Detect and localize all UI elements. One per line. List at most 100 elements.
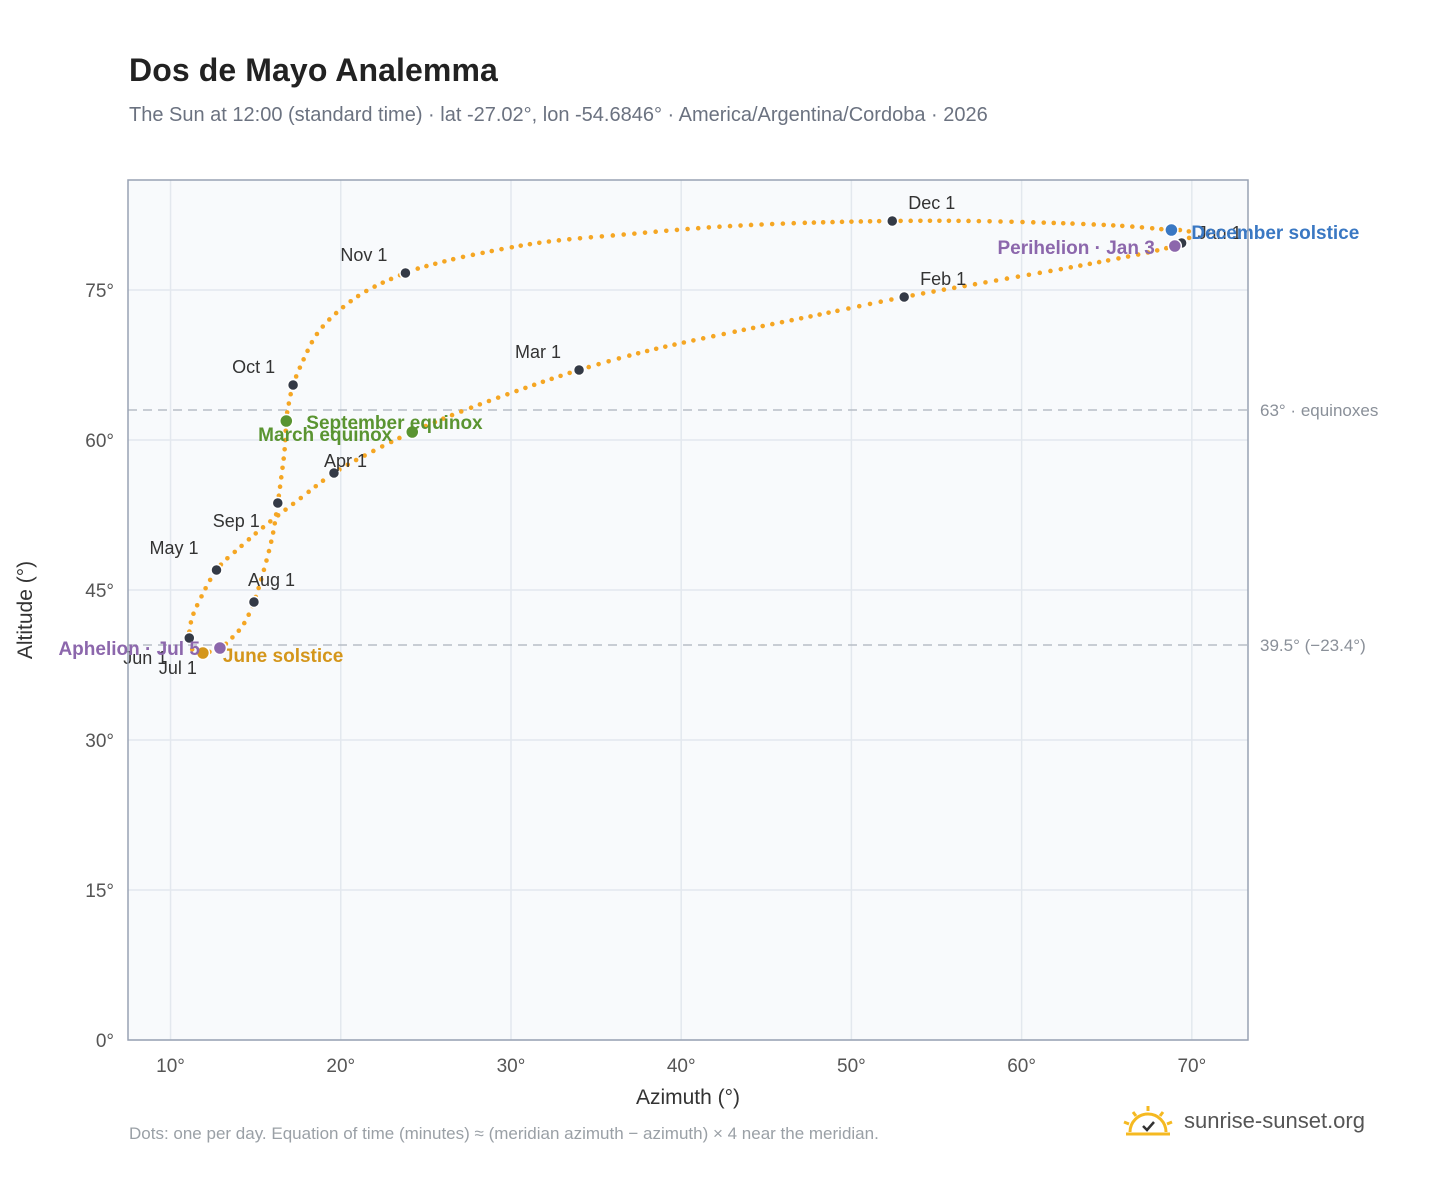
reference-line-label: 39.5° (−23.4°)	[1260, 636, 1366, 655]
day-dot	[811, 220, 817, 225]
day-dot	[353, 457, 359, 463]
day-dot	[632, 231, 637, 236]
day-dot	[207, 577, 213, 583]
day-dot	[1101, 222, 1107, 228]
day-dot	[1030, 220, 1036, 225]
day-dot	[1026, 272, 1032, 278]
day-dot	[298, 495, 304, 501]
day-dot	[717, 224, 722, 230]
day-dot	[610, 233, 616, 238]
y-tick-label: 0°	[96, 1031, 114, 1052]
day-dot	[241, 620, 247, 626]
event-label: March equinox	[258, 425, 393, 446]
day-dot	[839, 219, 845, 225]
day-dot	[770, 321, 775, 327]
day-dot	[1070, 221, 1075, 226]
day-dot	[830, 219, 835, 225]
day-dot	[1154, 248, 1160, 253]
day-dot	[750, 325, 756, 331]
x-tick-label: 40°	[667, 1056, 696, 1077]
event-marker	[212, 640, 228, 656]
day-dot	[523, 385, 528, 391]
day-dot	[264, 558, 269, 563]
day-dot	[741, 327, 747, 333]
day-dot	[191, 611, 196, 617]
day-dot	[946, 218, 952, 224]
day-dot	[470, 252, 476, 258]
day-dot	[596, 361, 601, 367]
day-dot	[956, 218, 961, 224]
brand[interactable]: sunrise-sunset.org	[1122, 1104, 1365, 1138]
reference-lines: 63° · equinoxes 39.5° (−23.4°)	[128, 401, 1378, 655]
day-dot	[282, 437, 288, 443]
day-dot	[424, 263, 429, 269]
day-dot	[489, 248, 495, 254]
day-dot	[653, 229, 658, 235]
day-dot	[1068, 265, 1074, 270]
day-dot	[540, 379, 546, 385]
day-dot	[908, 218, 913, 224]
day-dot	[246, 537, 252, 542]
month-label: Jan 1	[1198, 223, 1242, 243]
day-dot	[301, 357, 306, 362]
day-dot	[769, 221, 775, 227]
day-dot	[348, 298, 353, 304]
day-dot	[388, 276, 394, 282]
x-axis-label: Azimuth (°)	[636, 1086, 740, 1109]
month-label: Sep 1	[213, 511, 260, 531]
day-dot	[588, 235, 594, 240]
event-marker	[405, 424, 420, 440]
day-dot	[284, 410, 290, 415]
day-dot	[1135, 252, 1141, 257]
y-axis-label: Altitude (°)	[14, 561, 37, 659]
day-dot	[1009, 219, 1014, 225]
day-dot	[748, 222, 754, 228]
day-dot	[282, 446, 287, 452]
day-dot	[260, 525, 266, 530]
month-marker	[271, 496, 285, 510]
day-dot	[820, 220, 826, 225]
day-dot	[1105, 258, 1111, 263]
day-dot	[808, 314, 813, 319]
day-dot	[927, 218, 933, 224]
day-dot	[371, 448, 376, 454]
day-dot	[856, 303, 862, 309]
day-dot	[1119, 223, 1125, 229]
day-dot	[1177, 227, 1183, 233]
day-dot	[256, 585, 261, 591]
day-dot	[802, 220, 808, 226]
day-dot	[225, 555, 230, 561]
day-dot	[194, 602, 200, 608]
day-dot	[759, 222, 764, 227]
day-dot	[653, 346, 659, 352]
day-dot	[286, 401, 292, 406]
day-dot	[261, 567, 267, 573]
day-dot	[691, 338, 696, 343]
day-dot	[477, 402, 483, 407]
day-dot	[505, 392, 510, 397]
day-dot	[531, 382, 537, 388]
day-dot	[878, 299, 884, 305]
day-dot	[1091, 222, 1097, 227]
day-dot	[449, 412, 455, 418]
day-dot	[789, 317, 794, 323]
day-dot	[798, 315, 804, 321]
month-marker	[399, 266, 412, 280]
day-dot	[710, 333, 716, 339]
day-dot	[616, 356, 622, 361]
day-dot	[290, 501, 296, 507]
x-tick-label: 50°	[837, 1056, 866, 1077]
day-dot	[345, 462, 351, 467]
day-dot	[826, 310, 831, 315]
day-dot	[314, 331, 320, 337]
y-tick-label: 60°	[85, 431, 114, 452]
day-dot	[362, 453, 367, 458]
day-dot	[898, 218, 903, 224]
day-dot	[1145, 250, 1151, 255]
y-tick-label: 75°	[85, 281, 114, 302]
event-marker	[1167, 238, 1183, 254]
x-tick-label: 30°	[497, 1056, 526, 1077]
day-dot	[876, 218, 882, 224]
